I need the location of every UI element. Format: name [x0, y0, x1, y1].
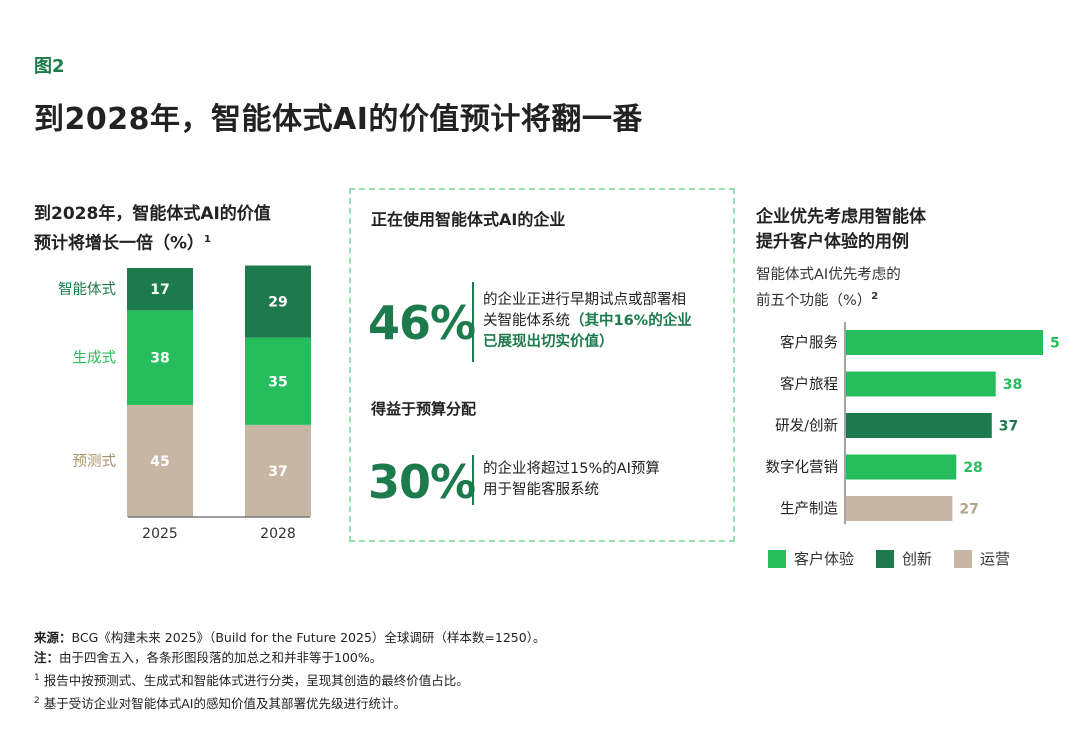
stack-bar-segment: [127, 404, 193, 517]
source-label: 来源：: [34, 630, 72, 645]
source-text: BCG《构建未来 2025》（Build for the Future 2025…: [71, 630, 546, 645]
stack-x-tick-label: 2028: [260, 526, 296, 542]
right-legend: 客户体验 创新 运营: [768, 548, 1010, 569]
stat1-line2-text: 关智能体系统: [483, 313, 570, 329]
hbar-value-label: 28: [963, 460, 982, 476]
right-panel-title: 企业优先考虑用智能体 提升客户体验的用例: [756, 205, 926, 255]
left-title-line1: 到2028年，智能体式AI的价值: [34, 204, 271, 224]
stack-bar-segment: [127, 268, 193, 311]
stack-legend-label: 智能体式: [58, 281, 116, 298]
middle-heading: 正在使用智能体式AI的企业: [371, 210, 566, 229]
right-subtitle-line2: 前五个功能（%）2: [756, 286, 901, 312]
stat2-divider: [472, 455, 474, 505]
page-title: 到2028年，智能体式AI的价值预计将翻一番: [34, 102, 643, 137]
middle-subheading: 得益于预算分配: [371, 400, 477, 418]
right-panel-subtitle: 智能体式AI优先考虑的 前五个功能（%）2: [756, 265, 901, 312]
hbar: [846, 413, 992, 438]
stat1-line2: 关智能体系统（其中16%的企业: [483, 311, 728, 332]
right-subtitle-line2-text: 前五个功能（%）: [756, 292, 872, 309]
footnote-1-mark: 1: [34, 673, 40, 683]
legend-label-innovation: 创新: [902, 550, 933, 568]
hbar: [846, 371, 996, 397]
hbar-category-label: 研发/创新: [775, 418, 838, 435]
stacked-bars-group: 45 38 17 37 35 29: [127, 265, 311, 517]
left-panel-title: 到2028年，智能体式AI的价值 预计将增长一倍（%）1: [34, 202, 271, 257]
figure-label: 图2: [34, 56, 65, 77]
note-line: 注：由于四舍五入，各条形图段落的加总之和并非等于100%。: [34, 648, 545, 668]
legend-swatch-operations: [954, 549, 973, 568]
stat1-line1: 的企业正进行早期试点或部署相: [483, 292, 686, 308]
hbar: [846, 454, 957, 480]
legend-label-customer-experience: 客户体验: [794, 550, 855, 568]
note-label: 注：: [34, 650, 60, 665]
stack-data-label: 29: [268, 295, 287, 311]
right-title-line1: 企业优先考虑用智能体: [756, 207, 926, 227]
stack-x-tick-label: 2025: [142, 526, 178, 542]
right-title-line2: 提升客户体验的用例: [756, 232, 909, 252]
hbar-value-label: 37: [999, 419, 1018, 435]
left-title-line2-text: 预计将增长一倍（%）: [34, 233, 205, 254]
stack-bar-segment: [245, 424, 311, 517]
stat2-line2: 用于智能客服系统: [483, 482, 599, 498]
footnote-1: 1 报告中按预测式、生成式和智能体式进行分类，呈现其创造的最终价值占比。: [34, 668, 545, 691]
stat1-highlight1: （其中16%的企业: [570, 313, 692, 329]
stack-data-label: 17: [150, 282, 169, 298]
footnotes: 来源：BCG《构建未来 2025》（Build for the Future 2…: [34, 628, 545, 714]
hbar-value-label: 50: [1050, 336, 1060, 352]
horizontal-bars-group: 客户服务 50 客户旅程 38 研发/创新 37 数字化营销 28 生产制造 27: [766, 330, 1060, 521]
stack-data-label: 37: [268, 464, 287, 480]
stack-data-label: 38: [150, 351, 169, 367]
hbar-category-label: 客户服务: [780, 335, 838, 352]
stack-data-label: 45: [150, 454, 169, 470]
stack-legend-labels: 预测式 生成式 智能体式: [58, 281, 116, 470]
hbar-value-label: 38: [1003, 377, 1022, 393]
footnote-2-mark: 2: [34, 696, 40, 707]
stat1-description: 的企业正进行早期试点或部署相 关智能体系统（其中16%的企业 已展现出切实价值）: [483, 290, 728, 353]
enterprise-stats-panel: [349, 188, 735, 542]
stat1-value: 46%: [368, 296, 476, 350]
footnote-2-text: 基于受访企业对智能体式AI的感知价值及其部署优先级进行统计。: [43, 696, 406, 712]
stat2-value: 30%: [368, 455, 476, 509]
stacked-bar-chart: 45 38 17 37 35 29 预测式 生成式 智能体式 2025 2028: [58, 265, 311, 542]
footnote-1-text: 报告中按预测式、生成式和智能体式进行分类，呈现其创造的最终价值占比。: [43, 673, 469, 689]
hbar-category-label: 数字化营销: [766, 459, 839, 476]
hbar: [846, 496, 953, 521]
left-title-line2: 预计将增长一倍（%）1: [34, 227, 271, 257]
stack-bar-segment: [127, 310, 193, 405]
legend-swatch-customer-experience: [768, 549, 786, 568]
legend-swatch-innovation: [876, 549, 895, 568]
stack-bar-segment: [245, 337, 311, 425]
footnote-ref-2: 2: [871, 291, 879, 302]
stack-data-label: 35: [268, 374, 287, 390]
footnote-2: 2 基于受访企业对智能体式AI的感知价值及其部署优先级进行统计。: [34, 691, 545, 714]
stat2-description: 的企业将超过15%的AI预算 用于智能客服系统: [483, 459, 728, 501]
source-line: 来源：BCG《构建未来 2025》（Build for the Future 2…: [34, 628, 545, 648]
note-text: 由于四舍五入，各条形图段落的加总之和并非等于100%。: [59, 650, 383, 665]
horizontal-bar-chart: 客户服务 50 客户旅程 38 研发/创新 37 数字化营销 28 生产制造 27: [766, 322, 1060, 524]
stack-bar-segment: [245, 265, 311, 338]
hbar-category-label: 生产制造: [780, 501, 838, 518]
hbar: [846, 330, 1043, 355]
right-subtitle-line1: 智能体式AI优先考虑的: [756, 267, 901, 283]
legend-label-operations: 运营: [980, 550, 1011, 568]
stack-legend-label: 预测式: [73, 453, 117, 470]
stack-x-ticks: 2025 2028: [142, 526, 296, 542]
stat1-highlight2: 已展现出切实价值）: [483, 334, 614, 350]
footnote-ref-1: 1: [204, 234, 212, 245]
stat1-divider: [472, 282, 474, 362]
hbar-value-label: 27: [959, 502, 978, 518]
stack-legend-label: 生成式: [73, 350, 117, 367]
hbar-category-label: 客户旅程: [780, 376, 838, 393]
stat2-line1: 的企业将超过15%的AI预算: [483, 461, 660, 477]
